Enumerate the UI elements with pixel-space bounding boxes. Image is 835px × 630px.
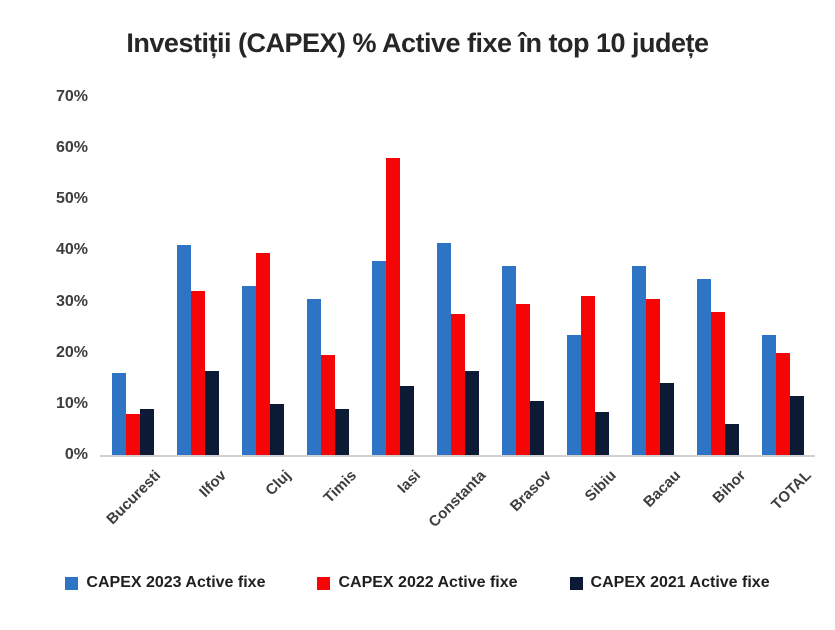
- y-tick-label-10: 10%: [55, 394, 88, 412]
- bar-group-constanta: [425, 97, 490, 455]
- x-axis-label-constanta: Constanta: [425, 467, 490, 531]
- bar-2022-brasov: [515, 304, 530, 455]
- bar-2022-total: [775, 352, 790, 455]
- bar-2023-bucuresti: [111, 373, 126, 455]
- bar-2022-ilfov: [190, 291, 205, 455]
- bar-2021-ilfov: [204, 370, 219, 455]
- x-axis-label-bacau: Bacau: [640, 467, 685, 511]
- bar-2021-brasov: [529, 401, 544, 455]
- y-tick-label-0: 0%: [64, 446, 88, 463]
- bar-group-iasi: [360, 97, 425, 455]
- bar-2022-bacau: [645, 299, 660, 455]
- legend-swatch-capex-2023: [65, 576, 79, 590]
- bar-2023-sibiu: [566, 334, 581, 455]
- bar-2022-sibiu: [580, 296, 595, 455]
- bar-group-total: [750, 97, 815, 455]
- bar-2021-iasi: [399, 385, 414, 455]
- x-axis-label-sibiu: Sibiu: [581, 467, 620, 505]
- bar-2022-bihor: [710, 311, 725, 455]
- y-tick-label-50: 50%: [55, 190, 88, 208]
- bar-2022-bucuresti: [125, 414, 140, 455]
- legend-swatch-capex-2021: [569, 576, 583, 590]
- bar-2021-timis: [334, 408, 349, 455]
- legend-item-capex-2023: CAPEX 2023 Active fixe: [65, 574, 265, 592]
- bar-2023-total: [761, 334, 776, 455]
- legend-item-capex-2022: CAPEX 2022 Active fixe: [317, 574, 518, 592]
- chart-title: Investiții (CAPEX) % Active fixe în top …: [126, 28, 709, 58]
- bar-group-bacau: [620, 97, 685, 455]
- bar-group-bucuresti: [100, 97, 165, 455]
- bar-2023-bihor: [696, 278, 711, 455]
- bar-2022-timis: [320, 355, 335, 455]
- bar-2022-cluj: [255, 253, 270, 455]
- bar-group-brasov: [490, 97, 555, 455]
- bar-2023-constanta: [436, 242, 451, 455]
- bar-2023-iasi: [371, 260, 386, 455]
- x-axis-label-brasov: Brasov: [506, 467, 555, 515]
- bar-2021-total: [789, 396, 804, 455]
- x-axis-label-timis: Timis: [319, 467, 360, 507]
- bar-2023-brasov: [501, 265, 516, 455]
- legend-item-capex-2021: CAPEX 2021 Active fixe: [569, 574, 770, 592]
- x-axis-label-cluj: Cluj: [262, 467, 295, 500]
- bar-group-cluj: [230, 97, 295, 455]
- bar-group-bihor: [685, 97, 750, 455]
- bar-group-ilfov: [165, 97, 230, 455]
- bar-2021-bacau: [659, 383, 674, 455]
- legend-label-capex-2023: CAPEX 2023 Active fixe: [86, 574, 266, 591]
- bar-2023-bacau: [631, 265, 646, 455]
- y-tick-label-20: 20%: [55, 343, 88, 361]
- bar-2023-timis: [306, 299, 321, 455]
- legend: CAPEX 2023 Active fixe CAPEX 2022 Active …: [0, 574, 835, 592]
- legend-label-capex-2022: CAPEX 2022 Active fixe: [338, 574, 518, 591]
- y-tick-label-40: 40%: [55, 241, 88, 259]
- bar-2021-constanta: [464, 370, 479, 455]
- bar-group-timis: [295, 97, 360, 455]
- y-tick-label-30: 30%: [55, 292, 88, 310]
- x-axis-label-bihor: Bihor: [709, 467, 750, 507]
- x-axis-label-ilfov: Ilfov: [195, 467, 230, 501]
- legend-swatch-capex-2022: [317, 576, 331, 590]
- y-tick-label-70: 70%: [55, 88, 88, 105]
- bar-2022-iasi: [385, 158, 400, 455]
- x-axis-label-iasi: Iasi: [394, 467, 425, 497]
- bar-2021-bucuresti: [139, 408, 154, 455]
- bar-2023-ilfov: [176, 245, 191, 455]
- bars-container: [100, 97, 815, 455]
- bar-2021-sibiu: [594, 411, 609, 455]
- bar-2023-cluj: [241, 286, 256, 455]
- bar-group-sibiu: [555, 97, 620, 455]
- legend-label-capex-2021: CAPEX 2021 Active fixe: [590, 574, 770, 591]
- bar-2021-cluj: [269, 403, 284, 455]
- bar-2021-bihor: [724, 424, 739, 455]
- x-axis-label-bucuresti: Bucuresti: [103, 467, 165, 528]
- y-tick-label-60: 60%: [55, 139, 88, 157]
- plot-area: [100, 97, 815, 457]
- x-axis-label-total: TOTAL: [768, 467, 815, 514]
- bar-2022-constanta: [450, 314, 465, 455]
